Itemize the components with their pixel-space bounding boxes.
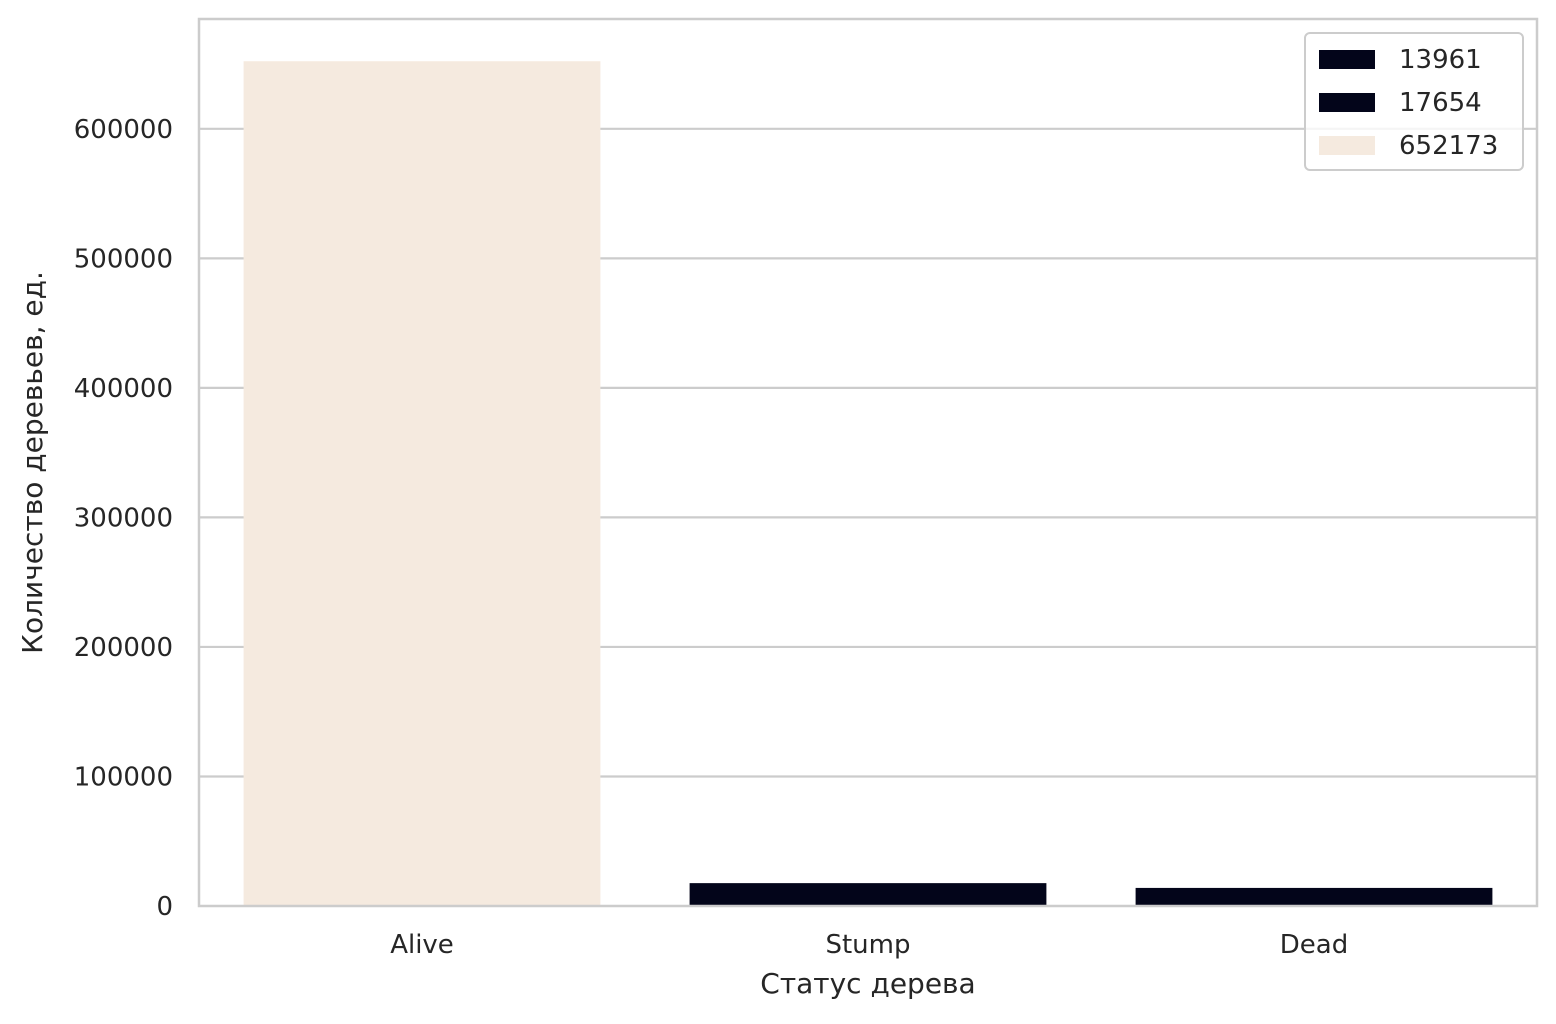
y-tick-label: 600000 xyxy=(74,115,173,145)
bar-stump xyxy=(689,883,1047,906)
y-tick-label: 400000 xyxy=(74,374,173,404)
x-tick-labels: Alive Stump Dead xyxy=(390,930,1348,960)
legend-label: 17654 xyxy=(1399,88,1482,118)
legend-swatch xyxy=(1319,93,1375,112)
y-tick-label: 100000 xyxy=(74,762,173,792)
y-tick-label: 0 xyxy=(156,892,173,922)
bars-layer xyxy=(243,61,1493,906)
y-axis-label: Количество деревьев, ед. xyxy=(16,271,49,654)
y-tick-labels: 0 100000 200000 300000 400000 500000 600000 xyxy=(74,115,173,922)
y-tick-label: 500000 xyxy=(74,244,173,274)
y-tick-label: 300000 xyxy=(74,503,173,533)
x-tick-label: Alive xyxy=(390,930,454,960)
legend-swatch xyxy=(1319,136,1375,155)
x-tick-label: Stump xyxy=(825,930,910,960)
x-tick-label: Dead xyxy=(1280,930,1348,960)
bar-alive xyxy=(243,61,601,906)
plot-frame xyxy=(197,17,1539,908)
bar-dead xyxy=(1135,887,1493,906)
legend-swatch xyxy=(1319,50,1375,69)
legend-label: 652173 xyxy=(1399,131,1498,161)
x-axis-label: Статус дерева xyxy=(760,967,975,1000)
legend: 13961 17654 652173 xyxy=(1304,32,1524,171)
y-tick-label: 200000 xyxy=(74,633,173,663)
legend-label: 13961 xyxy=(1399,45,1482,75)
